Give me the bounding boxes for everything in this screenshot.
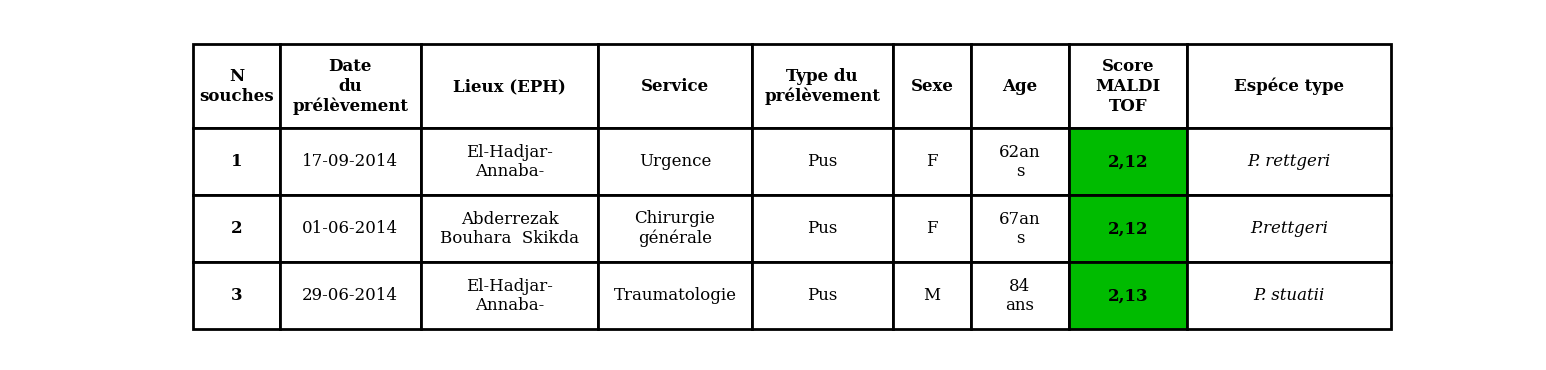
Text: Chirurgie
générale: Chirurgie générale [634, 210, 716, 248]
Bar [193, 262, 280, 329]
Bar [421, 44, 598, 128]
Text: Pus: Pus [807, 154, 838, 171]
Bar [421, 128, 598, 195]
Text: 29-06-2014: 29-06-2014 [301, 287, 399, 304]
Bar [598, 195, 751, 262]
Text: P. rettgeri: P. rettgeri [1248, 154, 1331, 171]
Text: F: F [926, 154, 938, 171]
Text: Service: Service [642, 78, 710, 95]
Text: F: F [926, 221, 938, 238]
Text: Sexe: Sexe [911, 78, 954, 95]
Text: Pus: Pus [807, 287, 838, 304]
Bar [1186, 195, 1391, 262]
Bar [280, 44, 421, 128]
Text: El-Hadjar-
Annaba-: El-Hadjar- Annaba- [467, 278, 553, 314]
Text: M: M [923, 287, 940, 304]
Bar [193, 195, 280, 262]
Bar [1070, 195, 1186, 262]
Bar [598, 44, 751, 128]
Text: Espéce type: Espéce type [1234, 78, 1343, 95]
Bar [894, 44, 971, 128]
Text: P. stuatii: P. stuatii [1254, 287, 1325, 304]
Text: 2,12: 2,12 [1107, 221, 1149, 238]
Bar [1186, 262, 1391, 329]
Bar [894, 195, 971, 262]
Text: N
souches: N souches [199, 68, 274, 105]
Bar [280, 262, 421, 329]
Bar [598, 128, 751, 195]
Text: Score
MALDI
TOF: Score MALDI TOF [1095, 58, 1161, 115]
Bar [280, 128, 421, 195]
Bar [971, 44, 1070, 128]
Bar [193, 128, 280, 195]
Bar [421, 262, 598, 329]
Text: Type du
prélèvement: Type du prélèvement [764, 68, 880, 105]
Text: Pus: Pus [807, 221, 838, 238]
Bar [280, 195, 421, 262]
Text: Abderrezak
Bouhara  Skikda: Abderrezak Bouhara Skikda [441, 211, 580, 247]
Text: Urgence: Urgence [638, 154, 711, 171]
Bar [1070, 44, 1186, 128]
Bar [751, 44, 894, 128]
Text: P.rettgeri: P.rettgeri [1251, 221, 1328, 238]
Bar [751, 128, 894, 195]
Bar [421, 195, 598, 262]
Bar [751, 195, 894, 262]
Text: 17-09-2014: 17-09-2014 [301, 154, 399, 171]
Bar [894, 262, 971, 329]
Text: 84
ans: 84 ans [1005, 278, 1034, 314]
Text: Date
du
prélèvement: Date du prélèvement [292, 58, 408, 115]
Text: Lieux (EPH): Lieux (EPH) [453, 78, 566, 95]
Text: 67an
s: 67an s [999, 211, 1040, 247]
Text: 1: 1 [230, 154, 243, 171]
Text: 2,12: 2,12 [1107, 154, 1149, 171]
Bar [193, 44, 280, 128]
Text: Traumatologie: Traumatologie [614, 287, 736, 304]
Bar [894, 128, 971, 195]
Text: El-Hadjar-
Annaba-: El-Hadjar- Annaba- [467, 144, 553, 180]
Text: 3: 3 [230, 287, 243, 304]
Bar [598, 262, 751, 329]
Text: 62an
s: 62an s [999, 144, 1040, 180]
Bar [1186, 44, 1391, 128]
Bar [1070, 262, 1186, 329]
Text: 2,13: 2,13 [1107, 287, 1149, 304]
Bar [971, 128, 1070, 195]
Bar [1186, 128, 1391, 195]
Bar [751, 262, 894, 329]
Bar [1070, 128, 1186, 195]
Bar [971, 195, 1070, 262]
Text: 2: 2 [230, 221, 243, 238]
Text: Age: Age [1002, 78, 1037, 95]
Bar [971, 262, 1070, 329]
Text: 01-06-2014: 01-06-2014 [301, 221, 399, 238]
